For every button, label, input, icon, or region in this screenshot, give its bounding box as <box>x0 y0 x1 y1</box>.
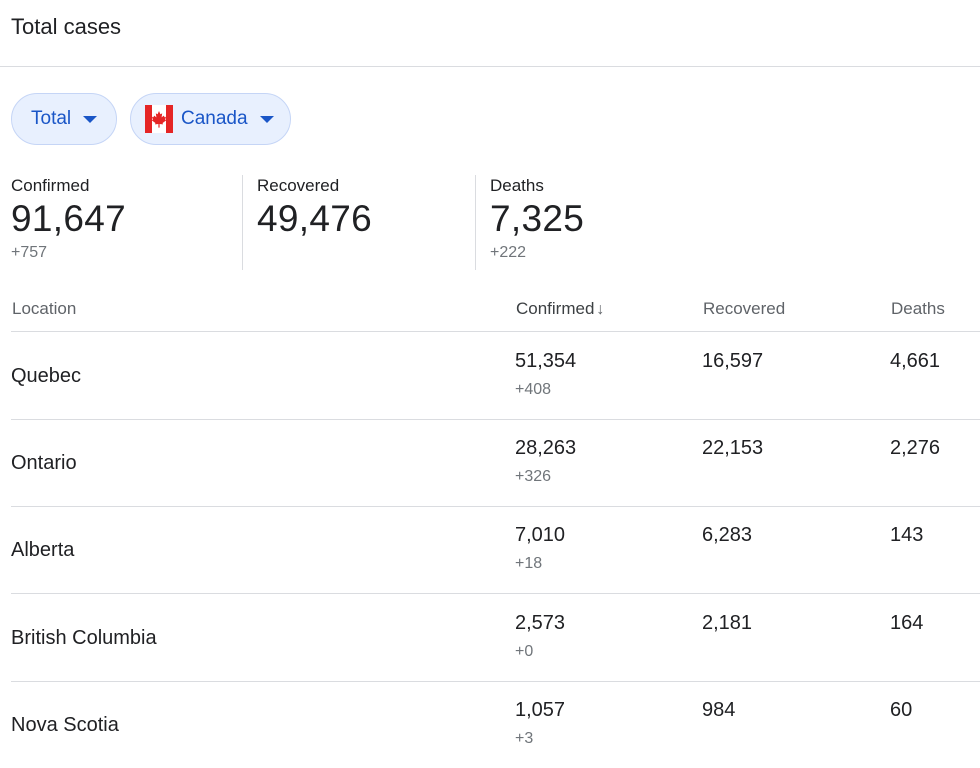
caret-down-icon <box>83 115 98 123</box>
arrow-down-icon: ↓ <box>596 301 605 318</box>
table-divider <box>11 506 980 507</box>
recovered-summary: Recovered 49,476 <box>257 176 372 240</box>
row-confirmed: 28,263 <box>515 437 577 459</box>
metric-dropdown-label: Total <box>31 108 72 129</box>
region-dropdown[interactable]: Canada <box>130 93 291 145</box>
deaths-summary-label: Deaths <box>490 176 544 195</box>
column-header-confirmed[interactable]: Confirmed ↓ <box>516 299 604 319</box>
header-divider <box>0 66 980 67</box>
column-header-confirmed-label: Confirmed <box>516 299 595 318</box>
row-confirmed: 2,573 <box>515 612 566 634</box>
canada-flag-icon <box>145 105 173 133</box>
recovered-summary-value: 49,476 <box>257 198 372 239</box>
row-location: Quebec <box>11 365 82 387</box>
region-dropdown-label: Canada <box>181 108 248 129</box>
table-divider <box>11 419 980 420</box>
confirmed-summary: Confirmed 91,647 +757 <box>11 176 126 262</box>
row-location: Ontario <box>11 452 77 474</box>
deaths-summary: Deaths 7,325 +222 <box>490 176 584 262</box>
deaths-summary-delta: +222 <box>490 244 527 261</box>
row-confirmed-delta: +408 <box>515 381 552 398</box>
page-title: Total cases <box>11 14 122 39</box>
column-header-recovered[interactable]: Recovered <box>703 299 786 318</box>
row-location: British Columbia <box>11 627 157 649</box>
row-recovered: 16,597 <box>702 350 764 372</box>
row-confirmed: 51,354 <box>515 350 577 372</box>
row-confirmed: 1,057 <box>515 699 566 721</box>
row-recovered: 2,181 <box>702 612 753 634</box>
metric-dropdown[interactable]: Total <box>11 93 117 145</box>
deaths-summary-value: 7,325 <box>490 198 585 239</box>
caret-down-icon <box>259 115 274 123</box>
row-recovered: 22,153 <box>702 437 764 459</box>
row-deaths: 4,661 <box>890 350 941 372</box>
row-recovered: 6,283 <box>702 524 753 546</box>
row-deaths: 164 <box>890 612 924 634</box>
confirmed-summary-delta: +757 <box>11 244 48 261</box>
row-confirmed-delta: +18 <box>515 555 543 572</box>
row-confirmed-delta: +326 <box>515 468 552 485</box>
confirmed-summary-value: 91,647 <box>11 198 126 239</box>
row-recovered: 984 <box>702 699 736 721</box>
row-deaths: 2,276 <box>890 437 941 459</box>
row-confirmed-delta: +0 <box>515 643 534 660</box>
row-location: Nova Scotia <box>11 714 119 736</box>
confirmed-summary-label: Confirmed <box>11 176 90 195</box>
summary-divider <box>242 175 243 270</box>
recovered-summary-label: Recovered <box>257 176 340 195</box>
row-confirmed: 7,010 <box>515 524 566 546</box>
summary-divider <box>475 175 476 270</box>
row-location: Alberta <box>11 539 75 561</box>
row-confirmed-delta: +3 <box>515 730 534 747</box>
table-divider <box>11 331 980 332</box>
table-divider <box>11 593 980 594</box>
row-deaths: 60 <box>890 699 913 721</box>
column-header-location[interactable]: Location <box>12 299 77 318</box>
table-divider <box>11 681 980 682</box>
row-deaths: 143 <box>890 524 924 546</box>
column-header-deaths[interactable]: Deaths <box>891 299 945 318</box>
